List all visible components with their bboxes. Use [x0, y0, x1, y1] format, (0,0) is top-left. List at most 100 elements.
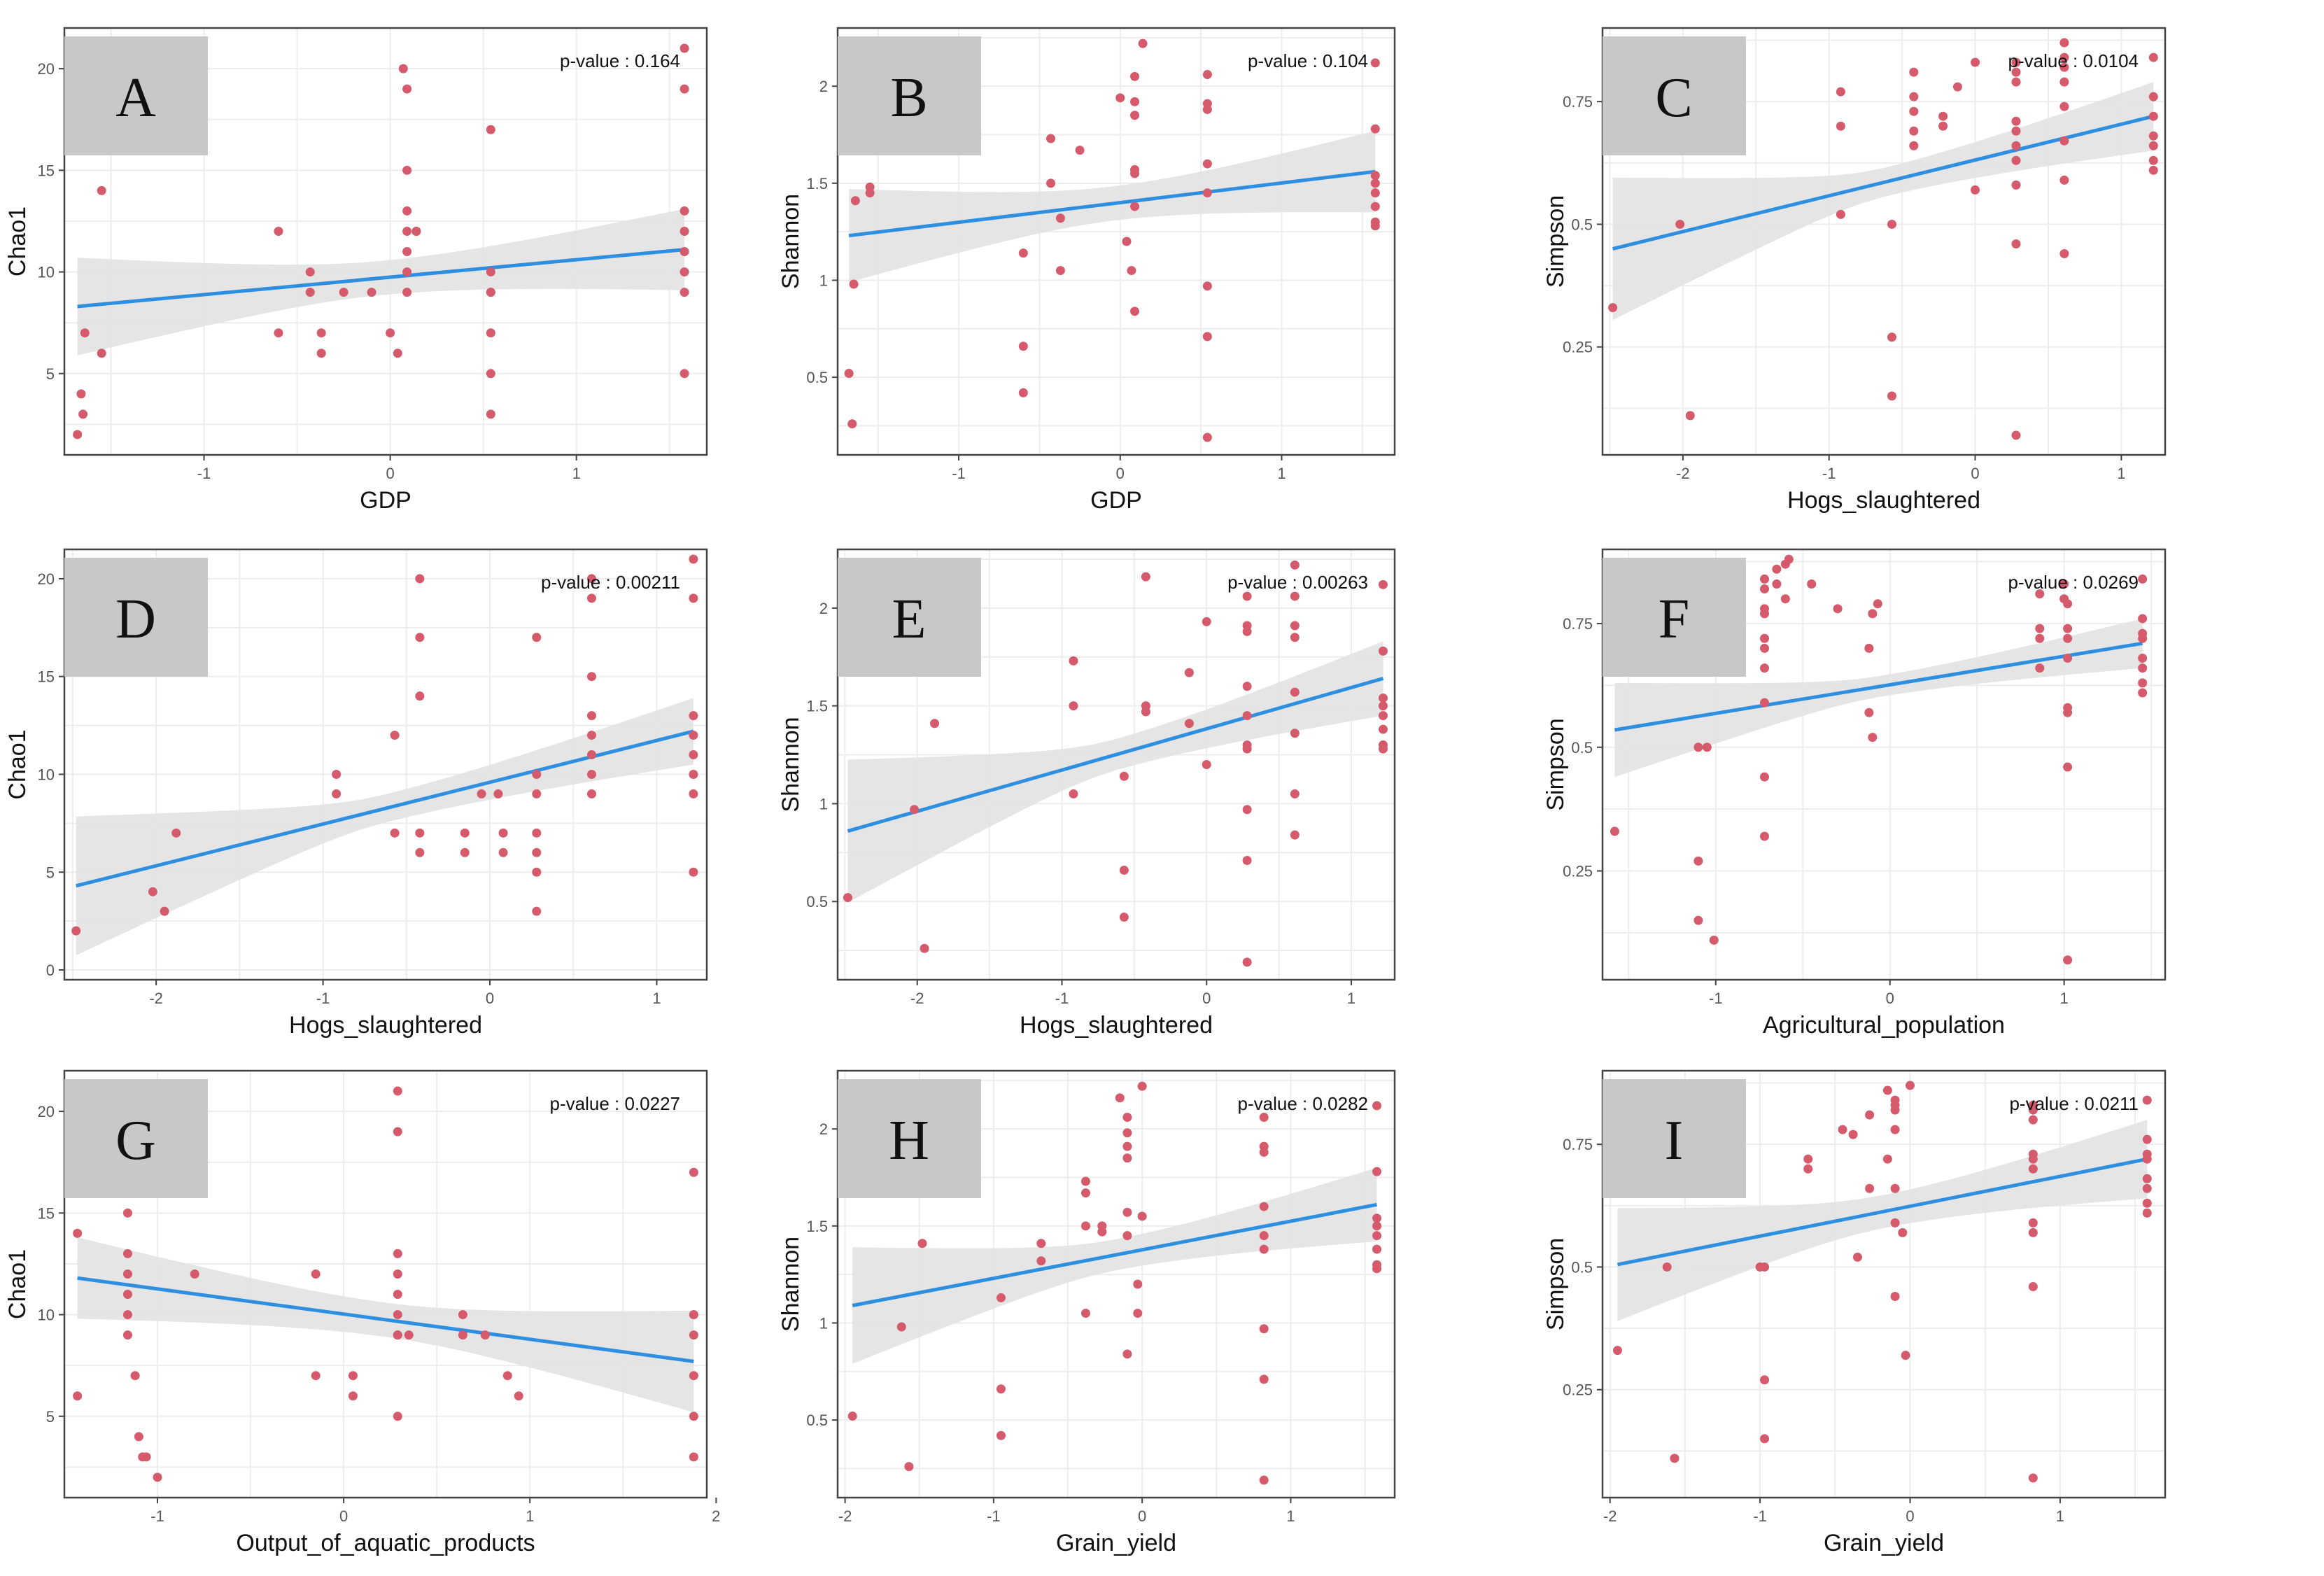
data-point — [73, 1391, 83, 1401]
y-tick-label: 2 — [819, 600, 828, 617]
x-tick-label: 1 — [1286, 1507, 1295, 1525]
data-point — [1882, 1085, 1892, 1095]
data-point — [1290, 687, 1300, 697]
data-point — [2059, 579, 2069, 589]
y-tick-label: 0.75 — [1563, 1136, 1593, 1153]
data-point — [1122, 1153, 1132, 1163]
data-point — [122, 1269, 132, 1279]
data-point — [1018, 342, 1028, 351]
data-point — [1372, 1264, 1382, 1274]
data-point — [1259, 1202, 1269, 1211]
data-point — [917, 1239, 927, 1248]
data-point — [458, 1310, 467, 1320]
data-point — [1138, 38, 1148, 48]
data-point — [2059, 77, 2069, 87]
data-point — [73, 1228, 83, 1238]
data-point — [390, 828, 400, 838]
data-point — [393, 1127, 402, 1137]
panel-label-box — [1603, 558, 1746, 677]
plot-frame — [836, 548, 1396, 981]
panel-letter: I — [1665, 1110, 1684, 1172]
data-point — [1938, 111, 1948, 121]
x-tick-label: 0 — [486, 990, 494, 1007]
pvalue-annotation: p-value : 0.0227 — [550, 1093, 680, 1114]
data-point — [996, 1384, 1006, 1394]
data-point — [679, 267, 689, 277]
data-point — [2011, 155, 2021, 165]
data-point — [2142, 1134, 2152, 1144]
data-point — [97, 185, 106, 195]
data-point — [1772, 564, 1782, 574]
data-point — [1868, 733, 1878, 743]
data-point — [2059, 62, 2069, 72]
data-point — [1130, 169, 1140, 178]
panel-h: 0.5 1 1.5 2 -2 -1 0 1 Grain_yield Shannon p-value … — [777, 1069, 1396, 1556]
y-tick-label: 0.25 — [1563, 1381, 1593, 1399]
data-point — [367, 288, 376, 297]
data-point — [1242, 682, 1252, 691]
data-point — [1122, 1128, 1132, 1138]
data-point — [1759, 772, 1769, 782]
data-point — [1242, 855, 1252, 865]
data-point — [1202, 159, 1212, 169]
y-tick-label: 0 — [46, 962, 55, 979]
data-point — [1069, 656, 1078, 666]
data-point — [339, 288, 348, 297]
data-point — [1290, 621, 1300, 631]
data-point — [190, 1269, 199, 1279]
data-point — [1018, 248, 1028, 258]
data-point — [1130, 71, 1140, 81]
data-point — [80, 328, 90, 338]
data-point — [1370, 178, 1380, 188]
data-point — [532, 633, 542, 642]
y-tick-label: 1 — [819, 272, 828, 289]
x-tick-label: 0 — [1138, 1507, 1146, 1525]
x-tick-label: 0 — [339, 1507, 348, 1525]
x-tick-label: 0 — [1971, 465, 1979, 482]
data-point — [1133, 1309, 1143, 1318]
data-point — [2138, 663, 2148, 673]
panel-label-box — [838, 558, 981, 677]
data-point — [122, 1310, 132, 1320]
data-point — [1046, 178, 1056, 188]
data-point — [415, 691, 425, 701]
panel-letter: D — [115, 589, 156, 650]
data-point — [2028, 1473, 2038, 1483]
x-tick-label: 0 — [1906, 1507, 1914, 1525]
y-axis-label: Simpson — [1542, 718, 1569, 810]
y-tick-label: 0.5 — [806, 893, 828, 910]
data-point — [2142, 1174, 2152, 1183]
data-point — [1137, 1211, 1147, 1221]
data-point — [1184, 719, 1194, 729]
x-tick-label: 1 — [572, 465, 581, 482]
data-point — [402, 226, 412, 236]
data-point — [2035, 589, 2045, 599]
data-point — [1080, 1221, 1090, 1231]
data-point — [2063, 708, 2073, 717]
x-tick-label: -2 — [838, 1507, 852, 1525]
data-point — [689, 789, 698, 798]
data-point — [1807, 579, 1817, 589]
data-point — [1370, 188, 1380, 198]
pvalue-annotation: p-value : 0.00263 — [1227, 572, 1368, 593]
data-point — [1909, 67, 1919, 77]
data-point — [1184, 668, 1194, 677]
data-point — [910, 805, 920, 815]
y-tick-label: 5 — [46, 864, 55, 881]
data-point — [1370, 202, 1380, 211]
x-tick-label: 1 — [652, 990, 661, 1007]
data-point — [2011, 116, 2021, 126]
panel-label-box — [838, 1079, 981, 1198]
y-tick-label: 0.5 — [1571, 216, 1593, 233]
data-point — [1378, 711, 1388, 721]
y-tick-label: 2 — [819, 78, 828, 95]
data-point — [1069, 789, 1078, 798]
data-point — [393, 1086, 402, 1096]
data-point — [2059, 175, 2069, 185]
data-point — [1709, 935, 1719, 945]
data-point — [460, 828, 470, 838]
data-point — [71, 926, 81, 936]
data-point — [1055, 266, 1065, 276]
data-point — [2059, 136, 2069, 146]
data-point — [480, 1330, 490, 1340]
